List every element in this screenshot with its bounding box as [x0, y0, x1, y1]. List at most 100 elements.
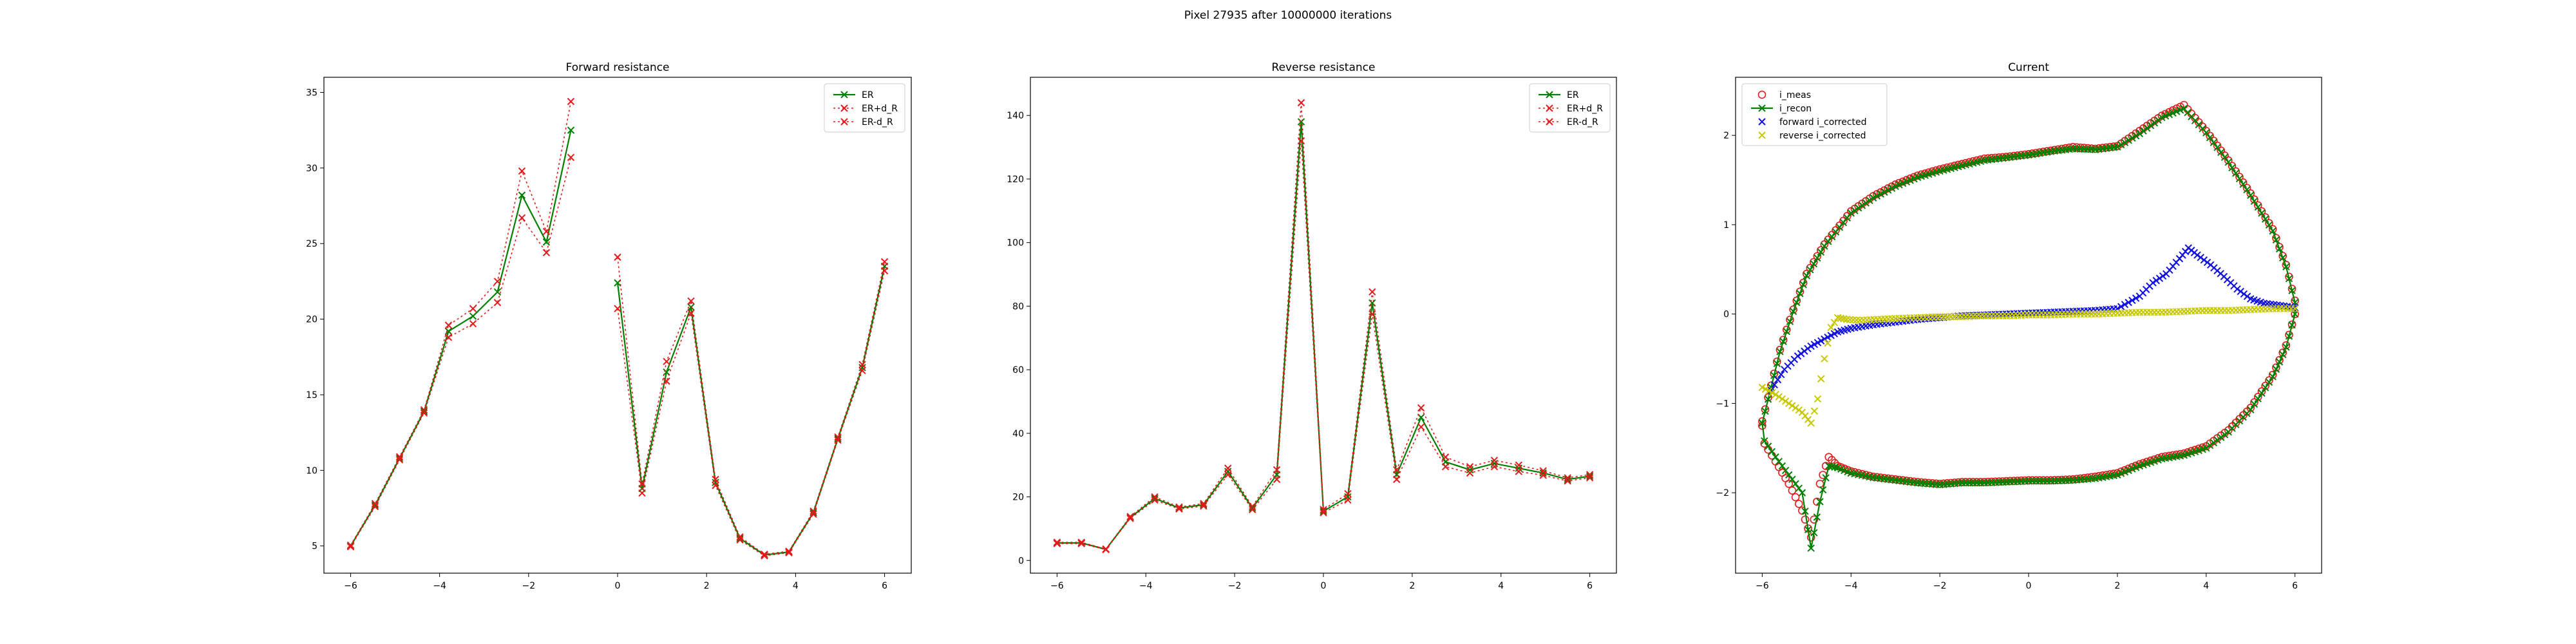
series-i-meas-point	[2287, 320, 2297, 329]
series-reverse-i-corrected-point	[1817, 375, 1825, 383]
series-er-d-r-point	[687, 297, 695, 305]
series-i-recon-point	[1783, 328, 1790, 336]
series-i-meas-point	[2272, 363, 2280, 372]
series-er-d-r-point	[444, 334, 453, 341]
series-er-d-r-point	[1441, 453, 1450, 461]
plot-area	[1053, 99, 1594, 554]
series-er-d-r-point	[810, 510, 817, 518]
series-i-recon-point	[1821, 242, 1828, 250]
series-i-recon-point	[1866, 196, 1873, 204]
series-i-meas-point	[2268, 370, 2277, 379]
series-i-recon-point	[2206, 441, 2214, 450]
series-i-recon-point	[2254, 395, 2262, 402]
legend-er-marker	[840, 91, 848, 99]
series-er-d-r-point	[444, 321, 453, 329]
series-i-recon-point	[1799, 281, 1807, 289]
series-er-d-r-point	[1466, 469, 1474, 477]
series-er-d-r-point	[493, 278, 502, 285]
series-i-recon-point	[2278, 350, 2287, 359]
series-i-recon-point	[1858, 202, 1866, 209]
series-er-point	[736, 535, 744, 542]
legend-er-d-r-marker	[1546, 104, 1553, 112]
y-tick-label: 5	[312, 542, 317, 552]
x-tick-label: 2	[1409, 581, 1415, 591]
x-tick-label: 4	[793, 581, 799, 591]
y-tick-label: 30	[306, 164, 317, 174]
y-tick-label: 40	[1012, 429, 1024, 439]
series-i-recon-point	[2228, 164, 2236, 172]
legend-forward-i-corrected-label: forward i_corrected	[1779, 117, 1867, 128]
legend-box	[1741, 83, 1888, 146]
series-er-d-r-point	[1393, 475, 1401, 484]
series-i-recon-point	[2258, 389, 2266, 397]
subplot-title: Reverse resistance	[1272, 61, 1376, 74]
series-i-meas-point	[2253, 201, 2262, 210]
series-i-recon-point	[2224, 428, 2232, 436]
series-er-d-r-point	[1564, 474, 1571, 482]
y-tick-label: 20	[1012, 493, 1024, 503]
x-tick-label: 6	[2292, 581, 2298, 591]
series-i-recon-point	[2132, 132, 2140, 140]
y-tick-label: 2	[1723, 131, 1729, 141]
series-i-recon-point	[2154, 116, 2162, 124]
series-reverse-i-corrected-point	[1807, 419, 1815, 427]
series-er-point	[518, 191, 526, 199]
series-i-recon-point	[2217, 148, 2225, 156]
series-i-meas-point	[2265, 376, 2273, 384]
series-i-meas-point	[2253, 392, 2262, 401]
series-er-d-r-point	[1248, 502, 1256, 511]
series-er-d-r-point	[1273, 466, 1281, 474]
series-i-meas-point	[1794, 500, 1803, 508]
series-i-recon-point	[2202, 129, 2210, 137]
series-er-point	[1564, 475, 1571, 484]
series-i-recon-point	[1862, 199, 1870, 207]
series-forward-i-corrected-point	[2240, 290, 2248, 298]
series-i-meas-point	[2242, 184, 2251, 193]
series-er-d-r-point	[1417, 404, 1425, 412]
axes-frame	[323, 77, 912, 574]
series-forward-i-corrected-point	[2117, 303, 2125, 310]
series-er-d-r-line	[1057, 102, 1590, 550]
x-tick-label: −6	[1050, 581, 1064, 591]
series-er-d-r-point	[638, 480, 646, 488]
series-i-recon-point	[2265, 221, 2273, 229]
series-er-d-r-point	[736, 536, 744, 544]
series-er-d-r-point	[1297, 99, 1305, 107]
series-i-recon-point	[2291, 310, 2299, 318]
series-i-recon-point	[2269, 227, 2277, 235]
series-forward-i-corrected-point	[2155, 274, 2164, 282]
series-i-recon-point	[2150, 119, 2159, 127]
series-i-recon-point	[2213, 144, 2221, 151]
legend-i-meas-marker	[1757, 90, 1766, 99]
series-i-recon-point	[1775, 457, 1783, 466]
series-er-point	[1586, 472, 1594, 480]
series-i-recon-point	[2285, 332, 2293, 340]
y-tick-label: 15	[306, 390, 317, 401]
series-er-d-r-point	[1539, 471, 1547, 479]
series-er-d-r-point	[1224, 471, 1232, 478]
subplot-title: Current	[2008, 61, 2049, 74]
series-er-d-r-point	[1368, 310, 1376, 318]
legend-er-d-r-label: ER+d_R	[1567, 104, 1603, 114]
legend-i-meas-label: i_meas	[1779, 90, 1811, 100]
series-i-recon-point	[1822, 474, 1830, 482]
series-er-d-r-point	[469, 319, 477, 328]
series-reverse-i-corrected-point	[1795, 406, 1803, 414]
x-tick-label: 0	[615, 581, 621, 591]
series-i-recon-point	[2139, 127, 2147, 135]
series-i-recon-point	[2210, 138, 2217, 146]
series-er-d-r-line	[1057, 140, 1590, 551]
series-i-recon-point	[2261, 384, 2269, 392]
series-i-recon-point	[1899, 179, 1907, 187]
y-tick-label: −1	[1716, 399, 1729, 409]
series-er-d-r-point	[712, 482, 719, 489]
series-i-recon-point	[1776, 348, 1784, 355]
series-i-recon-point	[2269, 373, 2277, 381]
series-er-d-r-point	[1077, 540, 1085, 547]
series-i-recon-point	[1803, 272, 1811, 279]
series-i-recon-point	[2258, 209, 2266, 217]
series-er-d-r-point	[614, 305, 621, 312]
series-i-meas-point	[2275, 355, 2284, 365]
series-er-d-r-point	[346, 541, 355, 549]
